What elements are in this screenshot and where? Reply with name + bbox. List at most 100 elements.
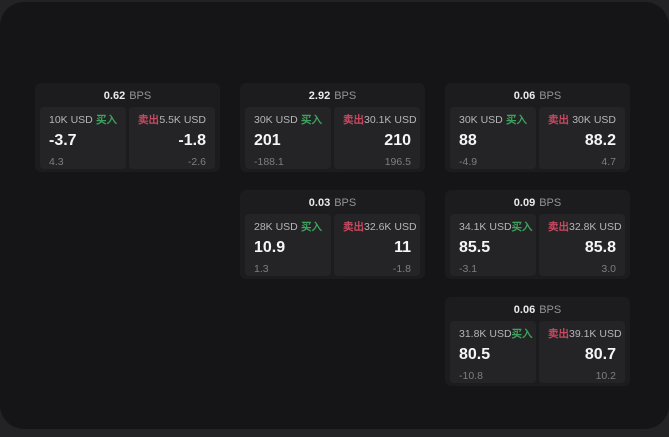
card-header: 0.06 BPS [450,301,625,319]
buy-panel[interactable]: 31.8K USD 买入 80.5 -10.8 [450,321,536,383]
buy-side-label: 买入 [96,114,117,126]
sell-side-label: 卖出 [343,221,364,233]
sell-panel[interactable]: 卖出 39.1K USD 80.7 10.2 [539,321,625,383]
quote-card: 0.06 BPS 30K USD 买入 88 -4.9 卖出 30K USD 88… [445,83,630,172]
card-header: 0.03 BPS [245,194,420,212]
buy-amount: 30K USD [254,114,298,126]
buy-panel[interactable]: 28K USD 买入 10.9 1.3 [245,214,331,276]
quote-panels: 30K USD 买入 88 -4.9 卖出 30K USD 88.2 4.7 [450,107,625,169]
buy-delta: -3.1 [459,263,478,275]
buy-panel-labels: 10K USD 买入 [49,114,117,127]
card-header: 0.09 BPS [450,194,625,212]
buy-side-label: 买入 [511,221,533,233]
buy-side-label: 买入 [301,114,322,126]
sell-panel[interactable]: 卖出 32.8K USD 85.8 3.0 [539,214,625,276]
bps-value: 0.06 [513,90,536,102]
sell-amount: 32.8K USD [569,221,622,233]
buy-delta: -4.9 [459,156,478,168]
sell-amount: 30K USD [572,114,616,126]
buy-panel-labels: 30K USD 买入 [254,114,322,127]
buy-amount: 30K USD [459,114,503,126]
sell-side-label: 卖出 [548,114,569,126]
card-header: 0.62 BPS [40,87,215,105]
sell-delta: 196.5 [384,156,411,168]
sell-panel-labels: 卖出 5.5K USD [138,114,206,127]
bps-value: 0.06 [513,304,536,316]
bps-unit-label: BPS [539,304,562,316]
bps-unit-label: BPS [539,197,562,209]
sell-side-label: 卖出 [548,221,569,233]
buy-panel-labels: 34.1K USD 买入 [459,221,533,234]
sell-price: -1.8 [178,132,206,149]
buy-panel-labels: 31.8K USD 买入 [459,328,533,341]
buy-price: 85.5 [459,239,491,256]
buy-panel[interactable]: 34.1K USD 买入 85.5 -3.1 [450,214,536,276]
sell-delta: -2.6 [187,156,206,168]
bps-value: 0.03 [308,197,331,209]
quote-card: 0.62 BPS 10K USD 买入 -3.7 4.3 卖出 5.5K USD … [35,83,220,172]
buy-amount: 31.8K USD [459,328,512,340]
sell-amount: 39.1K USD [569,328,622,340]
buy-price: 10.9 [254,239,286,256]
buy-panel-labels: 28K USD 买入 [254,221,322,234]
buy-side-label: 买入 [506,114,527,126]
bps-unit-label: BPS [539,90,562,102]
sell-delta: 4.7 [601,156,616,168]
buy-price: -3.7 [49,132,77,149]
quote-card: 0.03 BPS 28K USD 买入 10.9 1.3 卖出 32.6K USD… [240,190,425,279]
bps-value: 0.62 [103,90,126,102]
sell-price: 80.7 [584,346,616,363]
buy-delta: 4.3 [49,156,64,168]
quote-panels: 31.8K USD 买入 80.5 -10.8 卖出 39.1K USD 80.… [450,321,625,383]
buy-delta: -188.1 [254,156,284,168]
sell-panel[interactable]: 卖出 30K USD 88.2 4.7 [539,107,625,169]
buy-amount: 28K USD [254,221,298,233]
sell-amount: 5.5K USD [159,114,206,126]
sell-panel-labels: 卖出 30K USD [548,114,616,127]
sell-side-label: 卖出 [548,328,569,340]
buy-side-label: 买入 [301,221,322,233]
buy-panel-labels: 30K USD 买入 [459,114,527,127]
card-header: 2.92 BPS [245,87,420,105]
sell-amount: 30.1K USD [364,114,417,126]
card-header: 0.06 BPS [450,87,625,105]
sell-panel-labels: 卖出 32.8K USD [548,221,622,234]
buy-price: 80.5 [459,346,491,363]
bps-unit-label: BPS [129,90,152,102]
sell-panel-labels: 卖出 32.6K USD [343,221,417,234]
sell-price: 85.8 [584,239,616,256]
bps-unit-label: BPS [334,90,357,102]
bps-unit-label: BPS [334,197,357,209]
quote-panels: 28K USD 买入 10.9 1.3 卖出 32.6K USD 11 -1.8 [245,214,420,276]
buy-amount: 34.1K USD [459,221,512,233]
buy-price: 88 [459,132,477,149]
sell-price: 11 [394,239,411,256]
buy-panel[interactable]: 10K USD 买入 -3.7 4.3 [40,107,126,169]
sell-panel-labels: 卖出 30.1K USD [343,114,417,127]
sell-side-label: 卖出 [138,114,159,126]
quote-card: 0.06 BPS 31.8K USD 买入 80.5 -10.8 卖出 39.1K… [445,297,630,386]
buy-panel[interactable]: 30K USD 买入 88 -4.9 [450,107,536,169]
sell-amount: 32.6K USD [364,221,417,233]
sell-panel[interactable]: 卖出 30.1K USD 210 196.5 [334,107,420,169]
sell-price: 88.2 [584,132,616,149]
sell-price: 210 [384,132,411,149]
buy-amount: 10K USD [49,114,93,126]
buy-delta: 1.3 [254,263,269,275]
sell-delta: -1.8 [392,263,411,275]
quote-card: 2.92 BPS 30K USD 买入 201 -188.1 卖出 30.1K U… [240,83,425,172]
sell-panel[interactable]: 卖出 32.6K USD 11 -1.8 [334,214,420,276]
buy-panel[interactable]: 30K USD 买入 201 -188.1 [245,107,331,169]
bps-value: 0.09 [513,197,536,209]
buy-price: 201 [254,132,281,149]
sell-panel-labels: 卖出 39.1K USD [548,328,622,341]
sell-delta: 10.2 [595,370,616,382]
quote-panels: 30K USD 买入 201 -188.1 卖出 30.1K USD 210 1… [245,107,420,169]
quote-panels: 34.1K USD 买入 85.5 -3.1 卖出 32.8K USD 85.8… [450,214,625,276]
sell-panel[interactable]: 卖出 5.5K USD -1.8 -2.6 [129,107,215,169]
buy-side-label: 买入 [511,328,533,340]
quote-card: 0.09 BPS 34.1K USD 买入 85.5 -3.1 卖出 32.8K … [445,190,630,279]
sell-side-label: 卖出 [343,114,364,126]
sell-delta: 3.0 [601,263,616,275]
bps-value: 2.92 [308,90,331,102]
